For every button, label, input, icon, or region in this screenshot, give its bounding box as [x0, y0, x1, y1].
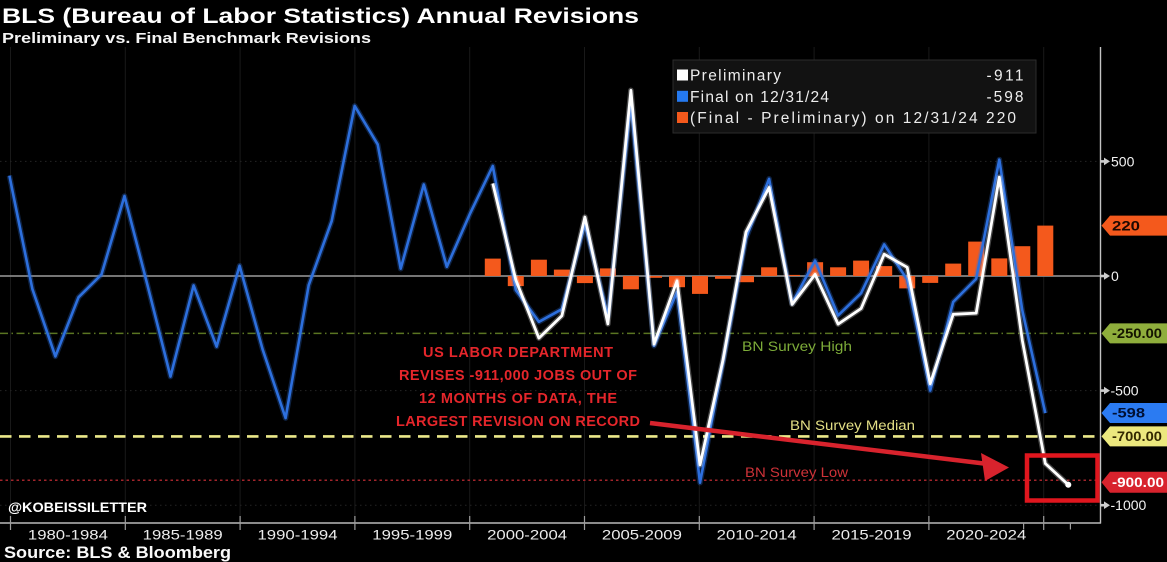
svg-text:-250.00: -250.00 [1112, 326, 1162, 341]
svg-text:1980-1984: 1980-1984 [28, 527, 108, 543]
svg-text:BN Survey Median: BN Survey Median [790, 418, 915, 433]
svg-text:220: 220 [1112, 218, 1140, 233]
svg-text:2005-2009: 2005-2009 [602, 527, 682, 543]
svg-text:Preliminary vs. Final Benchmar: Preliminary vs. Final Benchmark Revision… [2, 31, 371, 47]
svg-text:-700.00: -700.00 [1112, 429, 1162, 444]
svg-text:Final on 12/31/24: Final on 12/31/24 [690, 89, 829, 106]
svg-text:Source: BLS & Bloomberg: Source: BLS & Bloomberg [4, 543, 231, 562]
svg-text:1985-1989: 1985-1989 [143, 527, 223, 543]
svg-text:2020-2024: 2020-2024 [946, 527, 1026, 543]
svg-text:US LABOR DEPARTMENT: US LABOR DEPARTMENT [423, 345, 613, 361]
svg-text:2015-2019: 2015-2019 [832, 527, 912, 543]
svg-text:-1000: -1000 [1111, 497, 1147, 513]
svg-text:500: 500 [1111, 153, 1135, 169]
svg-text:2000-2004: 2000-2004 [487, 527, 567, 543]
svg-text:-911: -911 [987, 68, 1024, 85]
svg-text:2010-2014: 2010-2014 [717, 527, 797, 543]
svg-text:-598: -598 [1112, 406, 1146, 421]
svg-text:BN Survey High: BN Survey High [742, 339, 852, 354]
svg-text:LARGEST REVISION ON RECORD: LARGEST REVISION ON RECORD [396, 414, 640, 430]
svg-text:12 MONTHS OF DATA, THE: 12 MONTHS OF DATA, THE [419, 391, 617, 407]
svg-text:-500: -500 [1111, 383, 1139, 399]
svg-text:Preliminary: Preliminary [690, 68, 781, 85]
svg-text:-598: -598 [987, 89, 1024, 106]
svg-text:0: 0 [1111, 268, 1119, 284]
svg-text:BN Survey Low: BN Survey Low [745, 465, 848, 480]
svg-text:BLS (Bureau of Labor Statistic: BLS (Bureau of Labor Statistics) Annual … [2, 5, 639, 28]
svg-text:1990-1994: 1990-1994 [258, 527, 338, 543]
svg-text:1995-1999: 1995-1999 [372, 527, 452, 543]
svg-text:REVISES -911,000 JOBS OUT OF: REVISES -911,000 JOBS OUT OF [399, 368, 637, 384]
svg-text:@KOBEISSILETTER: @KOBEISSILETTER [8, 499, 147, 515]
svg-text:-900.00: -900.00 [1112, 475, 1164, 490]
